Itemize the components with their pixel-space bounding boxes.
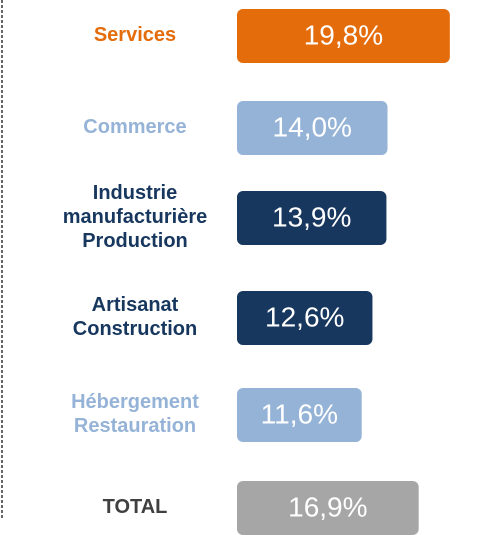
value-label: 11,6% xyxy=(261,398,338,429)
bar xyxy=(237,101,388,155)
category-label-line: Construction xyxy=(73,318,197,340)
bar xyxy=(237,481,419,535)
category-label-line: Services xyxy=(94,24,176,46)
category-label: TOTAL xyxy=(103,496,168,518)
category-label-line: Hébergement xyxy=(71,391,199,413)
category-label-line: TOTAL xyxy=(103,496,168,518)
category-label: Services xyxy=(94,24,176,46)
category-label-line: Production xyxy=(82,230,188,252)
value-label: 12,6% xyxy=(265,301,344,332)
value-label: 13,9% xyxy=(272,201,351,232)
value-label: 19,8% xyxy=(304,19,383,50)
bar xyxy=(237,291,373,345)
category-label: Industrie manufacturière Production xyxy=(63,182,208,252)
category-label: Commerce xyxy=(83,116,186,138)
value-label: 14,0% xyxy=(273,111,352,142)
value-label: 16,9% xyxy=(288,491,367,522)
category-label: Hébergement Restauration xyxy=(71,391,199,437)
bar xyxy=(237,191,387,245)
category-label-line: Artisanat xyxy=(92,294,179,316)
bar xyxy=(237,9,450,63)
category-label-line: Industrie xyxy=(93,182,177,204)
category-label-line: Restauration xyxy=(74,415,196,437)
bar xyxy=(237,388,362,442)
category-label-line: manufacturière xyxy=(63,206,208,228)
category-label: Artisanat Construction xyxy=(73,294,197,340)
category-label-line: Commerce xyxy=(83,116,186,138)
